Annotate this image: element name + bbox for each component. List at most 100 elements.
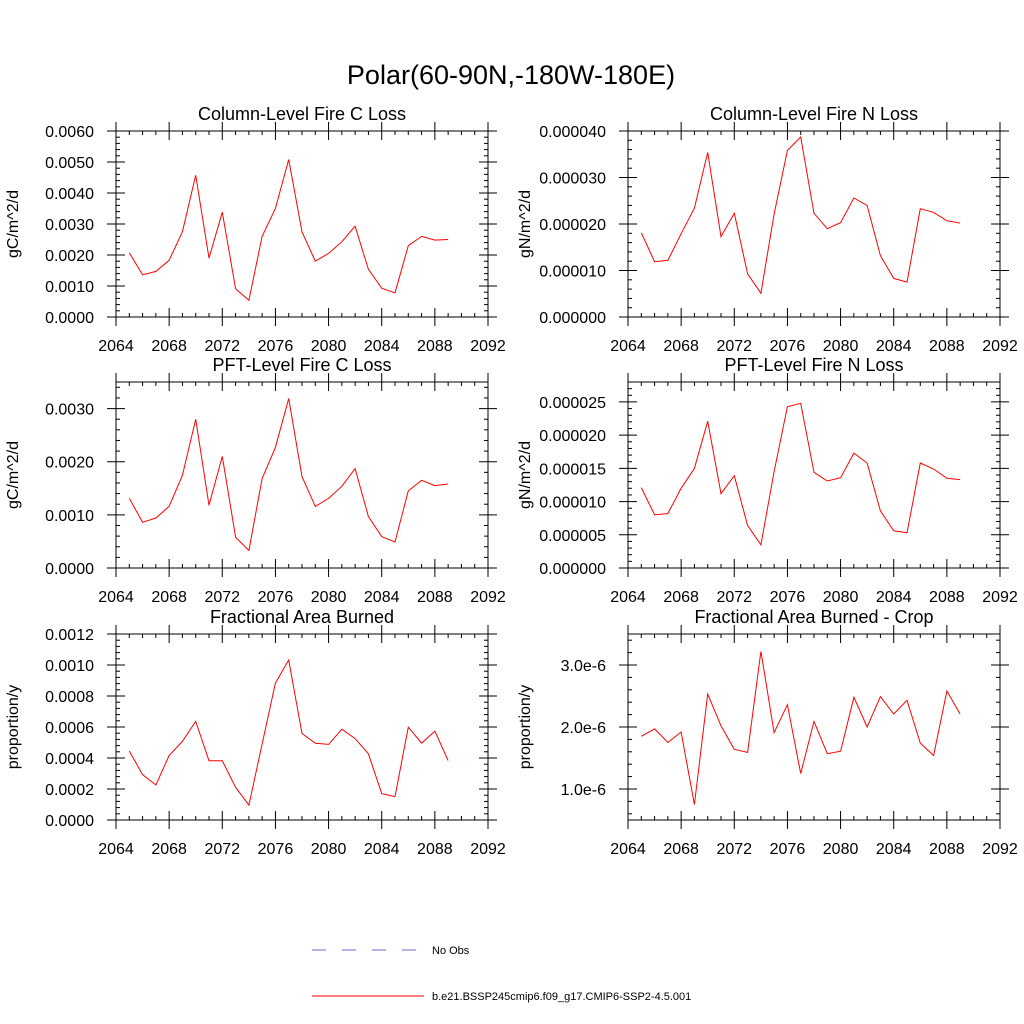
y-tick-label: 0.0002	[45, 782, 94, 799]
x-tick-label: 2064	[610, 338, 646, 355]
panel-4: 2064 2068 2072 2076 2080 2084 2088 2092 0.000000…	[517, 355, 1018, 606]
x-tick-label: 2068	[663, 589, 699, 606]
x-tick-label: 2064	[98, 841, 134, 858]
x-tick-label: 2072	[716, 338, 752, 355]
x-tick-label: 2064	[610, 589, 646, 606]
y-tick-label: 0.0004	[45, 751, 94, 768]
x-tick-label: 2084	[876, 841, 912, 858]
x-tick-label: 2068	[663, 338, 699, 355]
x-tick-label: 2084	[364, 338, 400, 355]
y-axis-label: gC/m^2/d	[5, 441, 22, 509]
y-tick-label: 0.0000	[45, 561, 94, 578]
legend-entry-1: No Obs	[312, 945, 470, 957]
y-tick-label: 0.0060	[45, 124, 94, 141]
series-line	[640, 402, 961, 547]
x-tick-label: 2092	[982, 589, 1018, 606]
x-tick-label: 2092	[982, 841, 1018, 858]
x-tick-label: 2088	[929, 841, 965, 858]
panel-title: Fractional Area Burned	[210, 607, 394, 627]
y-axis-label: proportion/y	[5, 685, 22, 770]
x-tick-label: 2092	[470, 338, 506, 355]
x-tick-label: 2072	[204, 338, 240, 355]
plot-frame	[115, 633, 489, 821]
x-tick-label: 2076	[258, 589, 294, 606]
y-tick-label: 0.000020	[539, 217, 606, 234]
x-tick-label: 2064	[98, 589, 134, 606]
y-tick-label: 0.0030	[45, 402, 94, 419]
x-tick-label: 2080	[311, 338, 347, 355]
plot-frame	[627, 381, 1001, 569]
x-tick-label: 2084	[364, 841, 400, 858]
y-tick-label: 0.000000	[539, 310, 606, 327]
x-tick-label: 2076	[770, 589, 806, 606]
x-tick-label: 2076	[258, 338, 294, 355]
x-tick-label: 2092	[470, 841, 506, 858]
y-tick-label: 0.0020	[45, 455, 94, 472]
x-tick-label: 2088	[417, 589, 453, 606]
x-tick-label: 2088	[417, 338, 453, 355]
x-tick-label: 2076	[770, 338, 806, 355]
y-tick-label: 0.0000	[45, 813, 94, 830]
x-tick-label: 2084	[876, 589, 912, 606]
x-tick-label: 2064	[98, 338, 134, 355]
x-tick-label: 2080	[823, 589, 859, 606]
figure-title: Polar(60-90N,-180W-180E)	[347, 60, 675, 90]
y-tick-label: 0.0050	[45, 155, 94, 172]
panel-5: 2064 2068 2072 2076 2080 2084 2088 2092 0.0000 0.…	[5, 607, 506, 858]
x-tick-label: 2084	[876, 338, 912, 355]
x-tick-label: 2068	[663, 841, 699, 858]
panel-title: PFT-Level Fire N Loss	[724, 355, 903, 375]
series-line	[128, 159, 449, 302]
series-line	[128, 658, 449, 807]
x-tick-label: 2072	[204, 841, 240, 858]
x-tick-label: 2076	[770, 841, 806, 858]
x-tick-label: 2080	[311, 841, 347, 858]
legend-label: No Obs	[432, 945, 470, 957]
panel-title: Column-Level Fire N Loss	[710, 104, 918, 124]
x-tick-label: 2080	[823, 841, 859, 858]
panel-2: 2064 2068 2072 2076 2080 2084 2088 2092 0.000000…	[517, 104, 1018, 355]
y-tick-label: 0.000005	[539, 528, 606, 545]
panels: 2064 2068 2072 2076 2080 2084 2088 2092 0.0000 0.…	[5, 104, 1018, 858]
y-tick-label: 0.0030	[45, 217, 94, 234]
y-tick-label: 0.0000	[45, 310, 94, 327]
y-tick-label: 0.0006	[45, 720, 94, 737]
x-tick-label: 2092	[470, 589, 506, 606]
panel-3: 2064 2068 2072 2076 2080 2084 2088 2092 0.0000 0.…	[5, 355, 506, 606]
plot-frame	[115, 130, 489, 318]
x-tick-label: 2088	[929, 589, 965, 606]
y-axis-label: gN/m^2/d	[517, 190, 534, 258]
x-tick-label: 2088	[417, 841, 453, 858]
panel-title: Column-Level Fire C Loss	[198, 104, 406, 124]
y-tick-label: 0.000020	[539, 428, 606, 445]
plot-frame	[627, 130, 1001, 318]
y-tick-label: 0.0008	[45, 689, 94, 706]
x-tick-label: 2092	[982, 338, 1018, 355]
x-tick-label: 2084	[364, 589, 400, 606]
legend: No Obs b.e21.BSSP245cmip6.f09_g17.CMIP6-S…	[312, 945, 691, 1003]
y-tick-label: 0.0020	[45, 248, 94, 265]
x-tick-label: 2080	[311, 589, 347, 606]
y-axis-label: gN/m^2/d	[517, 441, 534, 509]
x-tick-label: 2072	[204, 589, 240, 606]
x-tick-label: 2064	[610, 841, 646, 858]
y-tick-label: 0.000015	[539, 461, 606, 478]
x-tick-label: 2068	[151, 338, 187, 355]
y-tick-label: 0.0010	[45, 508, 94, 525]
y-tick-label: 0.000000	[539, 561, 606, 578]
y-tick-label: 0.000030	[539, 171, 606, 188]
x-tick-label: 2076	[258, 841, 294, 858]
y-axis-label: proportion/y	[517, 685, 534, 770]
y-tick-label: 3.0e-6	[561, 658, 606, 675]
x-tick-label: 2068	[151, 841, 187, 858]
y-tick-label: 0.0010	[45, 658, 94, 675]
series-line	[641, 651, 961, 805]
x-tick-label: 2072	[716, 589, 752, 606]
legend-label: b.e21.BSSP245cmip6.f09_g17.CMIP6-SSP2-4.…	[432, 991, 691, 1003]
y-tick-label: 0.000025	[539, 395, 606, 412]
y-tick-label: 1.0e-6	[561, 782, 606, 799]
x-tick-label: 2068	[151, 589, 187, 606]
panel-title: PFT-Level Fire C Loss	[212, 355, 391, 375]
y-tick-label: 0.0012	[45, 627, 94, 644]
